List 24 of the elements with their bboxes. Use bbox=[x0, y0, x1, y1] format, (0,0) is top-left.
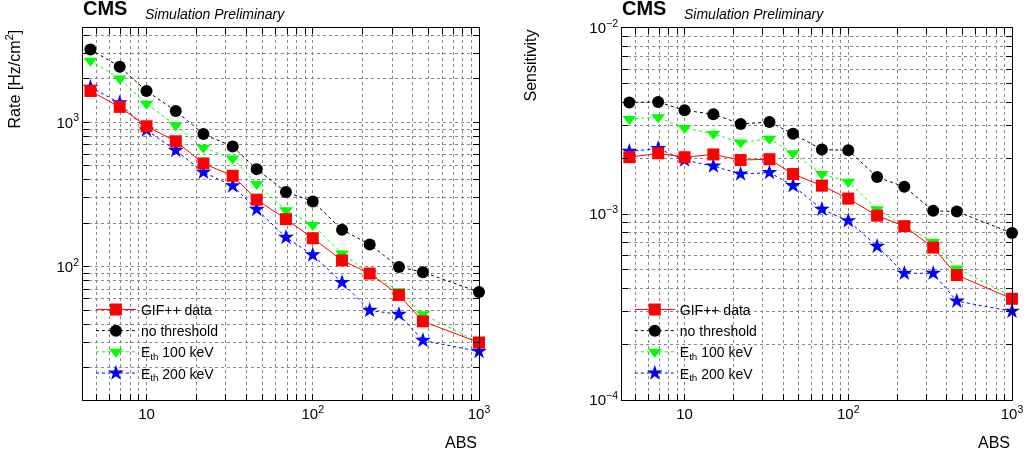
chart-title: CMS bbox=[622, 0, 667, 19]
legend-label: no threshold bbox=[679, 323, 757, 340]
x-tick-label: 10 bbox=[676, 405, 693, 422]
x-tick-label: 10 bbox=[138, 405, 155, 422]
legend-label: GIF++ data bbox=[140, 301, 212, 318]
x-axis-title: ABS bbox=[978, 434, 1011, 451]
legend-label: GIF++ data bbox=[679, 301, 751, 318]
chart-title: CMS bbox=[83, 0, 128, 19]
y-tick-label: 10$^{−2}$ bbox=[589, 16, 619, 37]
x-tick-label: 10$^{2}$ bbox=[301, 402, 325, 422]
legend-label: E$_{th}$ 200 keV bbox=[679, 365, 754, 384]
x-tick-label: 10$^{3}$ bbox=[467, 402, 491, 422]
x-tick-label: 10$^{2}$ bbox=[837, 402, 860, 422]
chart-subtitle: Simulation Preliminary bbox=[145, 6, 286, 22]
y-tick-label: 10$^{−4}$ bbox=[589, 388, 619, 409]
chart-subtitle: Simulation Preliminary bbox=[684, 6, 825, 22]
x-tick-label: 10$^{3}$ bbox=[1000, 402, 1024, 422]
legend-label: E$_{th}$ 100 keV bbox=[679, 344, 754, 363]
y-axis-title: Sensitivity bbox=[521, 29, 539, 102]
y-tick-label: 10$^{−3}$ bbox=[589, 202, 619, 223]
legend-label: E$_{th}$ 100 keV bbox=[140, 344, 215, 363]
legend-label: E$_{th}$ 200 keV bbox=[140, 365, 215, 384]
legend-label: no threshold bbox=[140, 323, 218, 340]
x-axis-title: ABS bbox=[445, 434, 478, 451]
